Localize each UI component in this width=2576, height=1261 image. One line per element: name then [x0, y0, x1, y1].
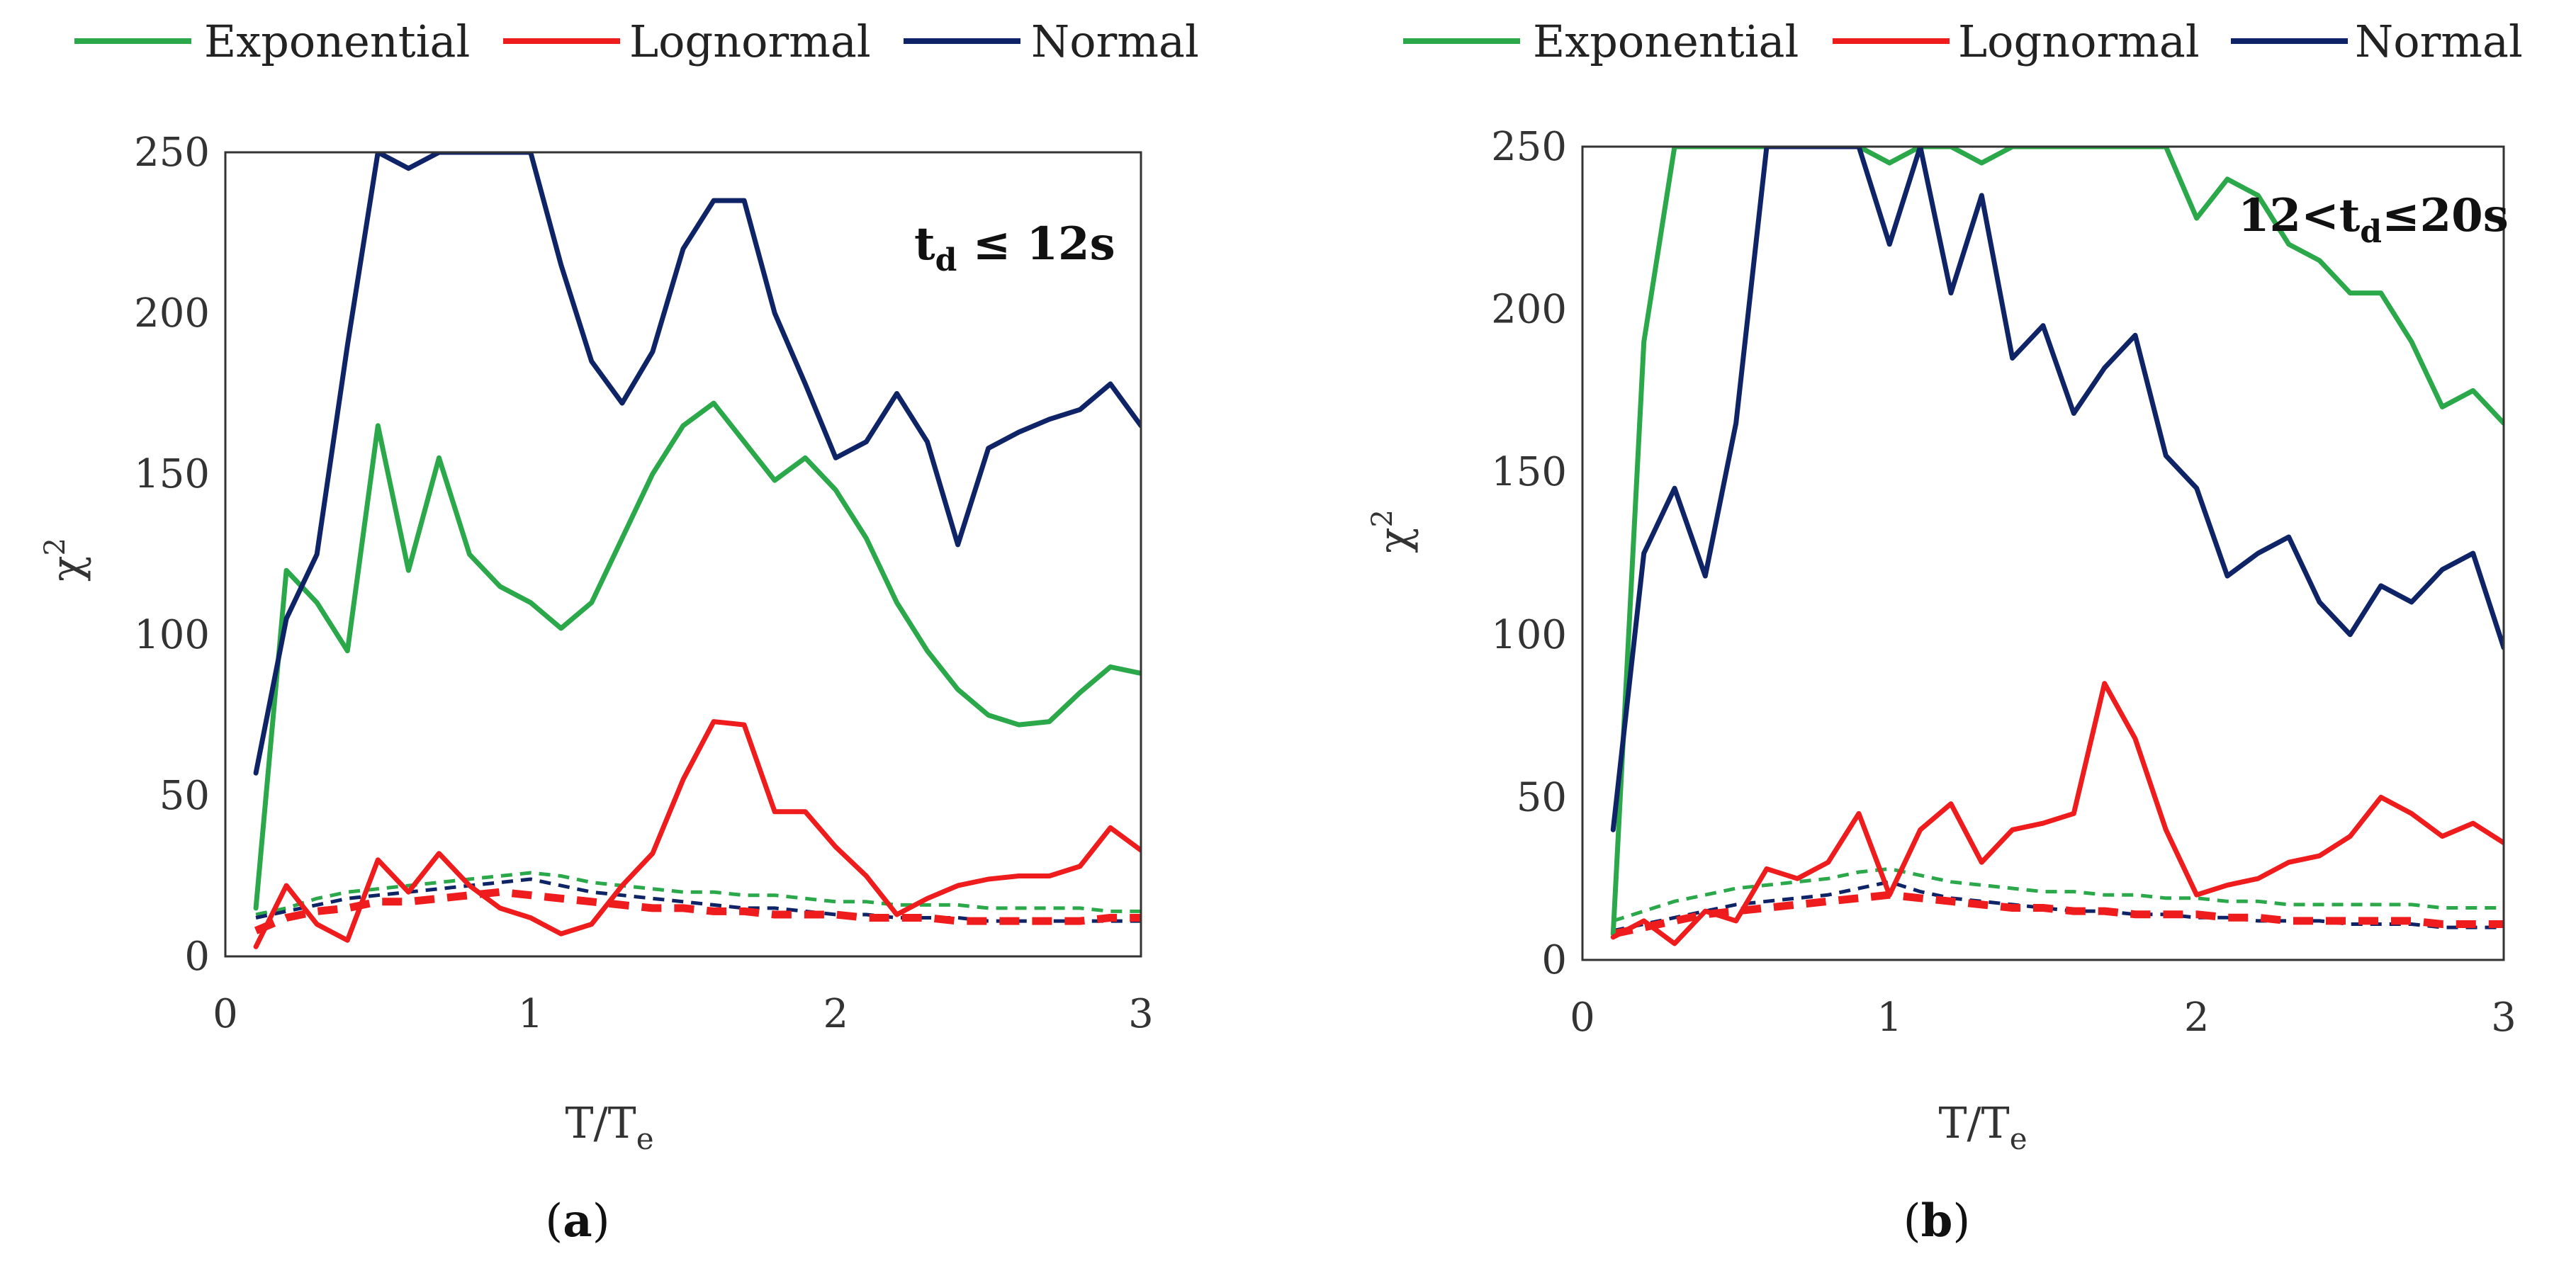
series-exponential-line	[1610, 147, 2504, 937]
series-normal-fit-line	[255, 877, 1141, 923]
x-tick-label: 3	[2491, 995, 2516, 1041]
x-tick-label: 0	[1570, 995, 1595, 1041]
y-ticks: 0 50 100 150 200 250	[1491, 124, 1567, 983]
chart-annotation: td ≤ 12s	[914, 217, 1115, 278]
series-exponential-fit-line	[255, 871, 1141, 917]
series-lognormal-fit-line	[254, 888, 1141, 934]
series-group	[1610, 147, 2504, 946]
legend-lognormal-label: Lognormal	[629, 16, 871, 67]
plot-frame	[224, 151, 1142, 958]
legend-exponential-label: Exponential	[204, 16, 470, 67]
series-lognormal-line	[1610, 681, 2504, 946]
legend-lognormal-label: Lognormal	[1958, 16, 2200, 67]
x-ticks: 0 1 2 3	[1570, 995, 2516, 1041]
series-exponential-line	[253, 400, 1141, 911]
legend-normal-label: Normal	[2355, 16, 2523, 67]
x-ticks: 0 1 2 3	[213, 991, 1154, 1037]
x-tick-label: 3	[1128, 991, 1154, 1037]
panel-caption: (b)	[1903, 1194, 1971, 1248]
y-tick-label: 150	[134, 451, 210, 497]
legend-exponential-label: Exponential	[1533, 16, 1799, 67]
y-tick-label: 250	[1491, 124, 1567, 170]
plot-frame	[1581, 145, 2505, 961]
y-tick-label: 100	[134, 612, 210, 658]
chart-annotation: 12<td≤20s	[2238, 189, 2509, 250]
legend-normal-label: Normal	[1031, 16, 1199, 67]
legend: Exponential Lognormal Normal	[74, 16, 1199, 67]
y-tick-label: 250	[134, 130, 210, 176]
series-normal-line	[253, 152, 1141, 776]
x-tick-label: 2	[823, 991, 849, 1037]
y-tick-label: 150	[1491, 449, 1567, 495]
chart-b-svg: Exponential Lognormal Normal 05010015020…	[1366, 16, 2523, 1248]
series-exponential-fit-line	[1612, 866, 2504, 923]
x-tick-label: 0	[213, 991, 238, 1037]
panel-caption: (a)	[545, 1194, 609, 1248]
y-tick-label: 50	[1517, 774, 1567, 820]
x-tick-label: 1	[518, 991, 544, 1037]
x-tick-label: 2	[2184, 995, 2210, 1041]
y-tick-label: 0	[1541, 937, 1567, 983]
legend: Exponential Lognormal Normal	[1403, 16, 2523, 67]
series-normal-fit-line	[1612, 880, 2504, 933]
series-normal-line	[1610, 147, 2504, 832]
y-tick-label: 200	[134, 290, 210, 337]
y-axis-title: χ2	[1366, 509, 1419, 553]
chart-panel-b: Exponential Lognormal Normal 0 50 100 150 20…	[1288, 0, 2576, 1261]
x-tick-label: 1	[1877, 995, 1903, 1041]
series-group	[253, 152, 1141, 949]
y-axis-title: χ2	[39, 538, 92, 582]
y-tick-label: 50	[159, 773, 210, 819]
x-axis-title: T/Te	[565, 1099, 653, 1156]
y-tick-label: 0	[184, 934, 210, 980]
chart-panel-a: Exponential Lognormal Normal 0 50 100 150 20…	[39, 16, 1199, 1248]
chart-a-svg: Exponential Lognormal Normal 05010015020…	[39, 16, 1199, 1248]
y-tick-label: 200	[1491, 287, 1567, 333]
series-lognormal-line	[253, 719, 1141, 949]
y-tick-label: 100	[1491, 612, 1567, 658]
x-axis-title: T/Te	[1938, 1099, 2027, 1156]
y-ticks: 0 50 100 150 200 250	[134, 130, 210, 980]
